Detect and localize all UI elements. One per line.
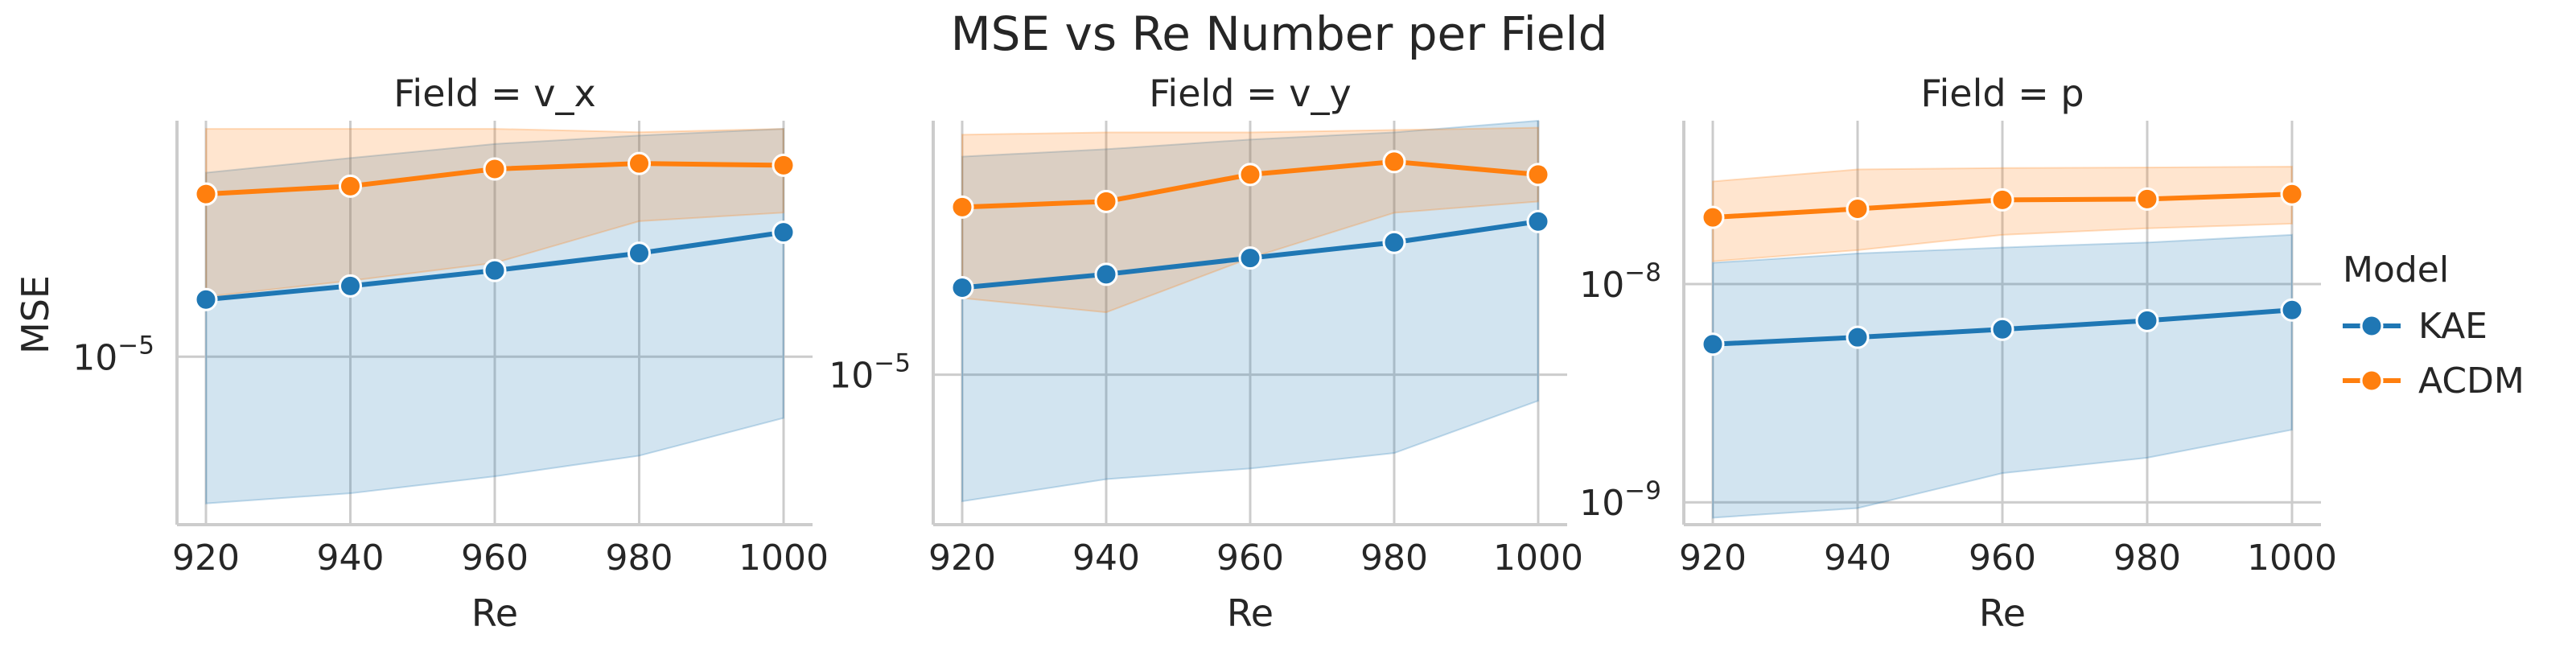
x-tick-label: 980 xyxy=(2113,538,2181,579)
x-tick-label: 960 xyxy=(461,538,529,579)
y-axis-label: MSE xyxy=(14,275,57,354)
point-acdm xyxy=(194,182,218,206)
point-acdm xyxy=(628,151,651,175)
legend-entry-kae: KAE xyxy=(2343,306,2488,347)
x-tick-label: 940 xyxy=(1072,538,1140,579)
panel-1: 920 940 960 980 1000 10−5 Field = v_x Re MSE xyxy=(14,72,829,635)
y-tick-label: 10−9 xyxy=(1579,476,1661,524)
point-acdm xyxy=(1990,187,2014,212)
x-axis-label: Re xyxy=(1227,591,1274,635)
point-acdm xyxy=(1846,197,1870,221)
point-kae xyxy=(1846,325,1870,349)
point-kae xyxy=(628,241,651,266)
point-kae xyxy=(1238,246,1262,270)
point-kae xyxy=(1526,209,1550,233)
y-tick-label: 10−5 xyxy=(829,349,911,397)
legend-entry-acdm: ACDM xyxy=(2343,361,2525,402)
point-kae xyxy=(1094,262,1118,286)
point-acdm xyxy=(772,153,796,177)
legend-marker xyxy=(2360,369,2384,393)
x-tick-label: 940 xyxy=(1824,538,1891,579)
point-kae xyxy=(2135,308,2159,332)
y-tick-base: 10 xyxy=(72,337,117,378)
x-tick-label: 920 xyxy=(928,538,996,579)
panel-subtitle: Field = v_y xyxy=(1149,72,1351,115)
x-tick-label: 920 xyxy=(172,538,240,579)
point-acdm xyxy=(1526,163,1550,187)
point-acdm xyxy=(339,174,362,198)
x-axis-label: Re xyxy=(471,591,518,635)
x-tick-label: 980 xyxy=(1360,538,1428,579)
point-kae xyxy=(1990,317,2014,341)
x-tick-label: 980 xyxy=(606,538,673,579)
y-tick-exponent: −5 xyxy=(874,349,911,378)
point-acdm xyxy=(2135,187,2159,211)
point-kae xyxy=(1701,332,1725,356)
x-tick-label: 920 xyxy=(1679,538,1747,579)
point-acdm xyxy=(1701,205,1725,229)
y-tick-base: 10 xyxy=(1579,265,1624,306)
y-tick-label: 10−5 xyxy=(72,331,154,378)
point-kae xyxy=(950,276,974,300)
y-tick-exponent: −5 xyxy=(117,331,154,360)
y-tick-label: 10−8 xyxy=(1579,258,1661,306)
band-kae xyxy=(205,128,784,505)
point-acdm xyxy=(483,157,507,181)
x-tick-label: 1000 xyxy=(1493,538,1583,579)
y-tick-exponent: −9 xyxy=(1624,476,1661,505)
legend-label: KAE xyxy=(2418,306,2488,347)
x-tick-label: 960 xyxy=(1969,538,2036,579)
point-acdm xyxy=(2280,182,2304,206)
y-tick-base: 10 xyxy=(1579,483,1624,524)
figure-title: MSE vs Re Number per Field xyxy=(951,6,1608,61)
x-tick-label: 1000 xyxy=(2247,538,2337,579)
panel-2: 920 940 960 980 1000 10−5 Field = v_y Re xyxy=(829,72,1583,635)
point-kae xyxy=(483,258,507,282)
band-kae xyxy=(1712,233,2293,519)
y-tick-exponent: −8 xyxy=(1624,258,1661,287)
legend-label: ACDM xyxy=(2418,361,2525,402)
legend: Model KAE ACDM xyxy=(2343,249,2525,402)
point-kae xyxy=(339,274,362,298)
x-tick-label: 1000 xyxy=(739,538,829,579)
legend-marker xyxy=(2360,314,2384,338)
y-tick-base: 10 xyxy=(829,356,874,397)
point-acdm xyxy=(1238,163,1262,187)
panel-subtitle: Field = v_x xyxy=(393,72,595,115)
point-kae xyxy=(194,287,218,311)
point-acdm xyxy=(1382,150,1406,174)
x-tick-label: 940 xyxy=(317,538,385,579)
band-kae xyxy=(961,119,1539,503)
point-kae xyxy=(1382,230,1406,254)
point-kae xyxy=(2280,298,2304,322)
point-acdm xyxy=(950,195,974,219)
x-tick-label: 960 xyxy=(1216,538,1284,579)
x-axis-label: Re xyxy=(1979,591,2026,635)
legend-title: Model xyxy=(2343,249,2449,290)
panel-subtitle: Field = p xyxy=(1920,72,2084,115)
point-acdm xyxy=(1094,189,1118,213)
point-kae xyxy=(772,220,796,245)
